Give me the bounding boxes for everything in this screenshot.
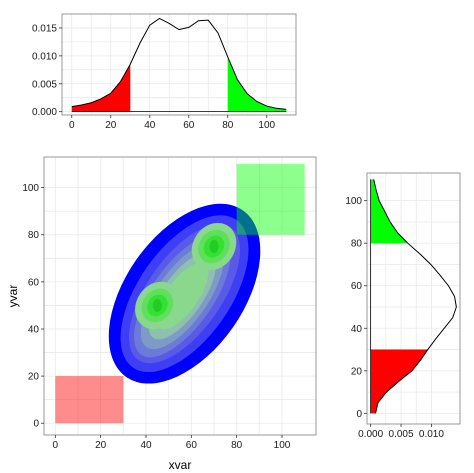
x-tick-label: 0.010 (419, 429, 444, 440)
shaded-region (227, 56, 287, 112)
shaded-region (71, 64, 131, 112)
x-tick-label: 0 (53, 440, 59, 451)
x-tick-label: 100 (258, 120, 275, 131)
y-tick-label: 0 (356, 409, 362, 420)
y-tick-label: 60 (351, 281, 363, 292)
y-tick-label: 20 (28, 372, 40, 383)
main-density-panel: 0 20 40 60 80 100 0 20 40 60 80 100 xvar yvar (6, 156, 317, 472)
y-axis-title: yvar (6, 285, 20, 308)
density-line (373, 179, 457, 414)
right-density-panel: 0.000 0.005 0.010 0 20 40 60 80 100 (345, 172, 461, 440)
density-peak (152, 298, 162, 312)
y-tick-label: 0.000 (32, 107, 57, 118)
gridlines (62, 14, 296, 115)
y-tick-label: 0 (33, 419, 39, 430)
x-tick-label: 40 (140, 440, 152, 451)
plot-background (62, 14, 296, 115)
y-tick-label: 40 (351, 324, 363, 335)
x-tick-label: 60 (183, 120, 195, 131)
highlight-rectangle (55, 376, 124, 424)
x-tick-label: 80 (222, 120, 234, 131)
x-tick-label: 80 (231, 440, 243, 451)
density-line (71, 17, 287, 110)
x-tick-label: 0.000 (358, 429, 383, 440)
y-tick-label: 60 (28, 277, 40, 288)
y-tick-label: 0.015 (32, 23, 57, 34)
x-tick-label: 20 (95, 440, 107, 451)
panel-border (43, 156, 317, 436)
x-tick-label: 20 (105, 120, 117, 131)
top-density-panel: 0 20 40 60 80 100 0.000 0.005 0.010 0.015 (32, 13, 297, 131)
panel-border (366, 172, 461, 425)
x-tick-label: 100 (274, 440, 291, 451)
y-tick-label: 0.005 (32, 79, 57, 90)
gridlines (44, 157, 316, 435)
y-tick-label: 80 (28, 230, 40, 241)
y-tick-label: 100 (345, 196, 362, 207)
y-tick-label: 100 (22, 183, 39, 194)
shaded-region (370, 179, 408, 244)
x-tick-label: 60 (186, 440, 198, 451)
x-tick-label: 40 (144, 120, 156, 131)
x-axis-title: xvar (169, 458, 192, 472)
density-peak (209, 240, 219, 254)
panel-border (61, 13, 297, 116)
x-tick-label: 0 (69, 120, 75, 131)
y-tick-label: 0.010 (32, 51, 57, 62)
y-tick-label: 40 (28, 324, 40, 335)
highlight-rectangle (236, 164, 305, 235)
y-tick-label: 80 (351, 239, 363, 250)
x-tick-label: 0.005 (389, 429, 414, 440)
shaded-region (370, 349, 428, 414)
y-tick-label: 20 (351, 366, 363, 377)
